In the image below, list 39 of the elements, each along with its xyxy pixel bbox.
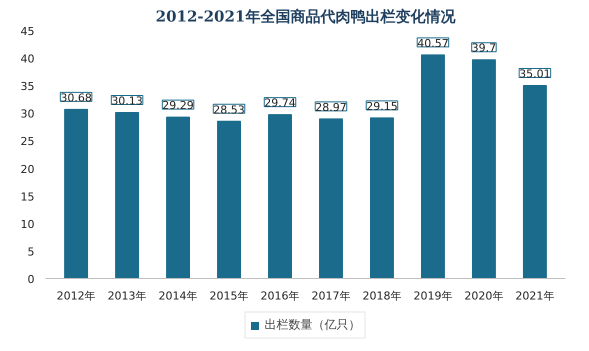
x-tick-label: 2013年	[108, 290, 147, 302]
y-tick-label: 25	[20, 135, 35, 148]
data-label: 30.68	[60, 91, 92, 104]
x-tick-label: 2012年	[56, 290, 96, 302]
bar	[64, 108, 88, 278]
y-tick-label: 0	[28, 273, 34, 286]
bar	[370, 117, 394, 278]
bar	[166, 116, 190, 278]
data-label: 30.13	[111, 94, 143, 108]
bar	[472, 59, 496, 278]
y-tick-label: 30	[20, 108, 35, 121]
data-label: 29.15	[366, 100, 398, 113]
data-label: 39.7	[472, 42, 496, 55]
x-tick-label: 2016年	[260, 290, 300, 302]
chart-title: 2012-2021年全国商品代肉鸭出栏变化情况	[156, 8, 456, 26]
x-tick-label: 2019年	[413, 290, 452, 302]
bar	[115, 112, 140, 278]
x-tick-label: 2014年	[158, 290, 198, 302]
bar	[268, 114, 292, 278]
x-tick-label: 2020年	[464, 290, 504, 302]
data-label: 40.57	[417, 36, 449, 50]
data-label: 28.97	[315, 100, 347, 114]
bar	[420, 54, 445, 278]
y-tick-label: 5	[28, 245, 34, 258]
x-tick-label: 2021年	[515, 290, 554, 302]
bar	[217, 120, 241, 278]
y-tick-label: 40	[20, 52, 35, 66]
legend-label: 出栏数量（亿只）	[264, 316, 360, 334]
bar	[522, 85, 547, 278]
y-tick-label: 10	[20, 218, 35, 231]
y-tick-label: 20	[20, 162, 35, 176]
y-tick-label: 15	[20, 190, 35, 204]
bar	[319, 118, 343, 278]
x-tick-label: 2018年	[362, 290, 402, 302]
x-tick-label: 2017年	[311, 290, 350, 302]
y-tick-label: 35	[20, 80, 35, 94]
x-tick-label: 2015年	[210, 290, 249, 302]
y-tick-label: 45	[20, 25, 35, 38]
data-label: 28.53	[213, 103, 245, 116]
